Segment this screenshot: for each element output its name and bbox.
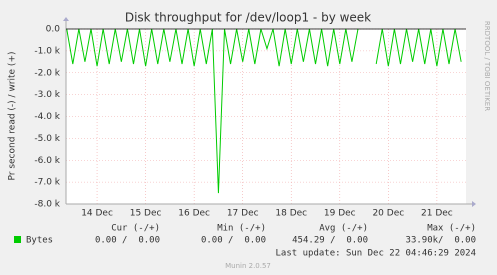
x-tick-label: 19 Dec bbox=[324, 209, 356, 219]
y-tick-label: -2.0 k bbox=[34, 68, 60, 78]
last-update: Last update: Sun Dec 22 04:46:29 2024 bbox=[276, 249, 476, 259]
summary-value: 0.00 / 0.00 bbox=[95, 236, 160, 246]
watermark: RRDTOOL / TOBI OETIKER bbox=[483, 21, 491, 111]
x-tick-label: 17 Dec bbox=[227, 209, 259, 219]
footer: Munin 2.0.57 bbox=[225, 262, 271, 270]
legend-swatch bbox=[14, 236, 21, 243]
legend-label: Bytes bbox=[26, 236, 53, 246]
x-tick-label: 16 Dec bbox=[178, 209, 210, 219]
x-tick-label: 21 Dec bbox=[421, 209, 453, 219]
y-tick-label: -5.0 k bbox=[34, 134, 60, 144]
y-tick-label: -4.0 k bbox=[34, 112, 60, 122]
column-header: Min (-/+) bbox=[217, 224, 266, 234]
axis-arrow bbox=[63, 17, 69, 21]
x-tick-label: 14 Dec bbox=[81, 209, 113, 219]
chart-title: Disk throughput for /dev/loop1 - by week bbox=[125, 11, 371, 25]
y-tick-label: -3.0 k bbox=[34, 90, 60, 100]
summary-value: 33.90k/ 0.00 bbox=[406, 236, 476, 246]
summary-table: Cur (-/+) Min (-/+) Avg (-/+) Max (-/+) … bbox=[14, 224, 476, 259]
x-tick-label: 20 Dec bbox=[372, 209, 404, 219]
x-tick-label: 15 Dec bbox=[130, 209, 162, 219]
y-tick-label: -8.0 k bbox=[34, 200, 60, 210]
x-tick-label: 18 Dec bbox=[275, 209, 307, 219]
axis-arrow bbox=[472, 201, 476, 207]
y-tick-label: -7.0 k bbox=[34, 178, 60, 188]
column-header: Max (-/+) bbox=[427, 224, 476, 234]
y-tick-label: 0.0 bbox=[46, 25, 61, 35]
column-header: Avg (-/+) bbox=[319, 224, 368, 234]
summary-value: 454.29 / 0.00 bbox=[292, 236, 368, 246]
y-tick-label: -6.0 k bbox=[34, 156, 60, 166]
summary-value: 0.00 / 0.00 bbox=[201, 236, 266, 246]
y-tick-label: -1.0 k bbox=[34, 46, 60, 56]
y-axis-label: Pr second read (-) / write (+) bbox=[8, 52, 18, 181]
column-header: Cur (-/+) bbox=[111, 224, 160, 234]
